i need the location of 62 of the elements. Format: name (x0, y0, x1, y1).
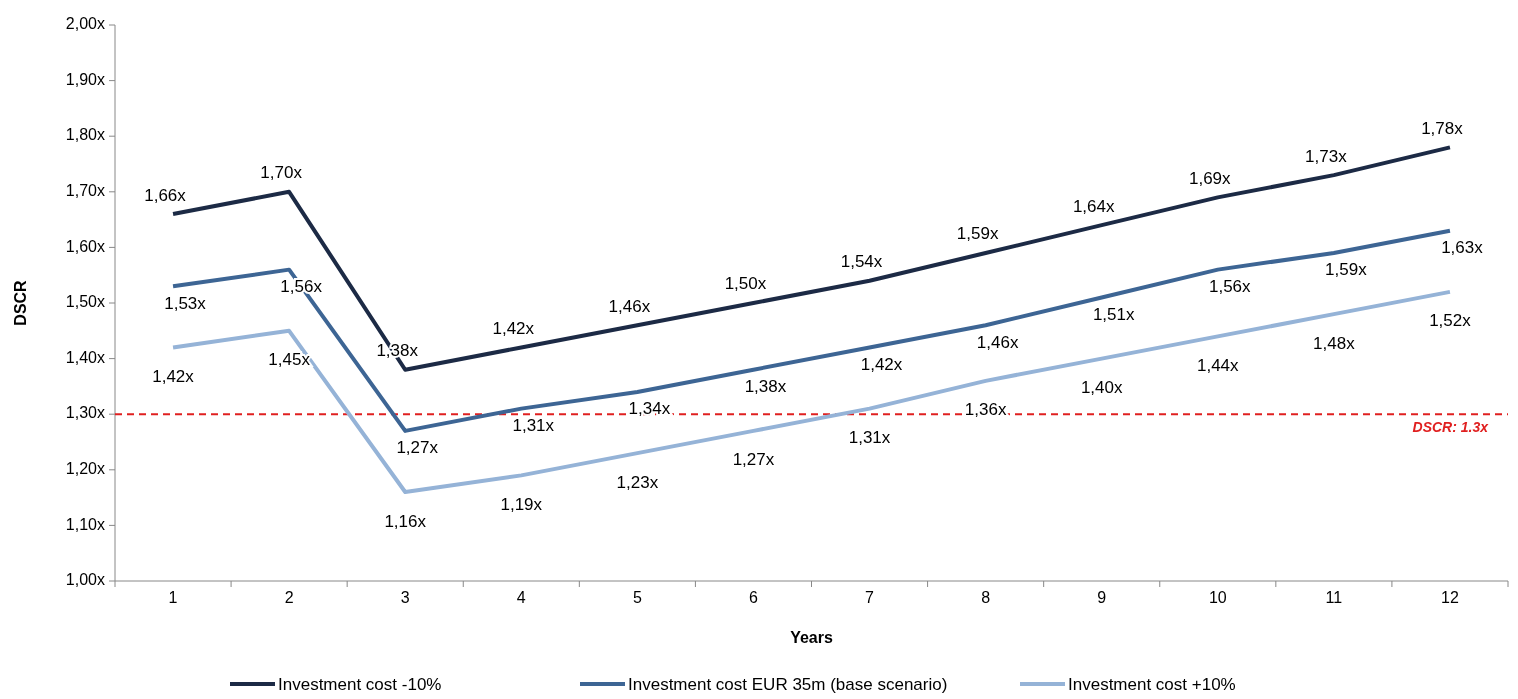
data-label: 1,59x (956, 224, 999, 244)
y-tick-label: 1,50x (65, 293, 105, 311)
y-tick-label: 1,10x (65, 515, 105, 533)
x-tick-label: 9 (1097, 589, 1107, 606)
data-label: 1,31x (512, 416, 555, 436)
x-tick-label: 3 (400, 589, 410, 606)
x-tick-label: 2 (284, 589, 294, 606)
y-tick-label: 1,90x (65, 70, 105, 88)
y-tick-label: 1,20x (65, 460, 105, 478)
x-tick-label: 6 (749, 589, 759, 606)
data-label: 1,34x (628, 399, 671, 419)
data-label: 1,78x (1421, 118, 1464, 138)
data-label: 1,73x (1305, 146, 1348, 166)
data-label: 1,48x (1313, 333, 1356, 353)
data-label: 1,27x (396, 438, 439, 458)
data-label: 1,50x (724, 274, 767, 294)
y-tick-label: 1,00x (65, 571, 105, 589)
data-label: 1,52x (1429, 311, 1472, 331)
data-label: 1,23x (616, 472, 659, 492)
data-label: 1,46x (608, 296, 651, 316)
data-label: 1,64x (1072, 196, 1115, 216)
data-label: 1,40x (1080, 378, 1123, 398)
y-tick-label: 1,70x (65, 182, 105, 200)
data-label: 1,51x (1092, 304, 1135, 324)
data-label: 1,70x (260, 163, 303, 183)
ref-line-label: DSCR: 1.3x (1412, 419, 1490, 436)
x-tick-label: 5 (632, 589, 642, 606)
x-tick-label: 7 (865, 589, 875, 606)
data-label: 1,31x (848, 428, 891, 448)
x-tick-label: 4 (516, 589, 526, 606)
data-label: 1,69x (1188, 168, 1232, 188)
legend-label: Investment cost EUR 35m (base scenario) (628, 675, 948, 694)
data-label: 1,46x (976, 332, 1019, 352)
x-tick-label: 11 (1325, 589, 1343, 606)
data-label: 1,42x (492, 318, 535, 338)
x-tick-label: 1 (168, 589, 178, 606)
data-label: 1,16x (384, 511, 427, 531)
data-label: 1,42x (860, 354, 903, 374)
y-tick-label: 2,00x (65, 15, 105, 33)
data-label: 1,63x (1441, 238, 1484, 258)
data-label: 1,42x (152, 366, 195, 386)
data-label: 1,53x (164, 293, 207, 313)
data-label: 1,56x (1208, 277, 1252, 297)
data-label: 1,19x (500, 494, 543, 514)
y-axis-title: DSCR (12, 279, 29, 326)
data-label: 1,66x (144, 185, 187, 205)
x-tick-label: 8 (981, 589, 991, 606)
data-label: 1,45x (268, 350, 311, 370)
x-axis-title: Years (790, 629, 833, 646)
data-label: 1,38x (744, 377, 787, 397)
data-label: 1,59x (1325, 260, 1368, 280)
data-label: 1,44x (1196, 355, 1240, 375)
data-label: 1,54x (840, 252, 883, 272)
legend-label: Investment cost -10% (278, 675, 442, 694)
y-tick-label: 1,60x (65, 237, 105, 255)
y-tick-label: 1,40x (65, 348, 105, 366)
x-tick-label: 10 (1208, 589, 1227, 606)
y-tick-label: 1,80x (65, 126, 105, 144)
legend-label: Investment cost +10% (1068, 675, 1236, 694)
x-tick-label: 12 (1441, 589, 1459, 606)
y-tick-label: 1,30x (65, 404, 105, 422)
data-label: 1,27x (732, 450, 775, 470)
